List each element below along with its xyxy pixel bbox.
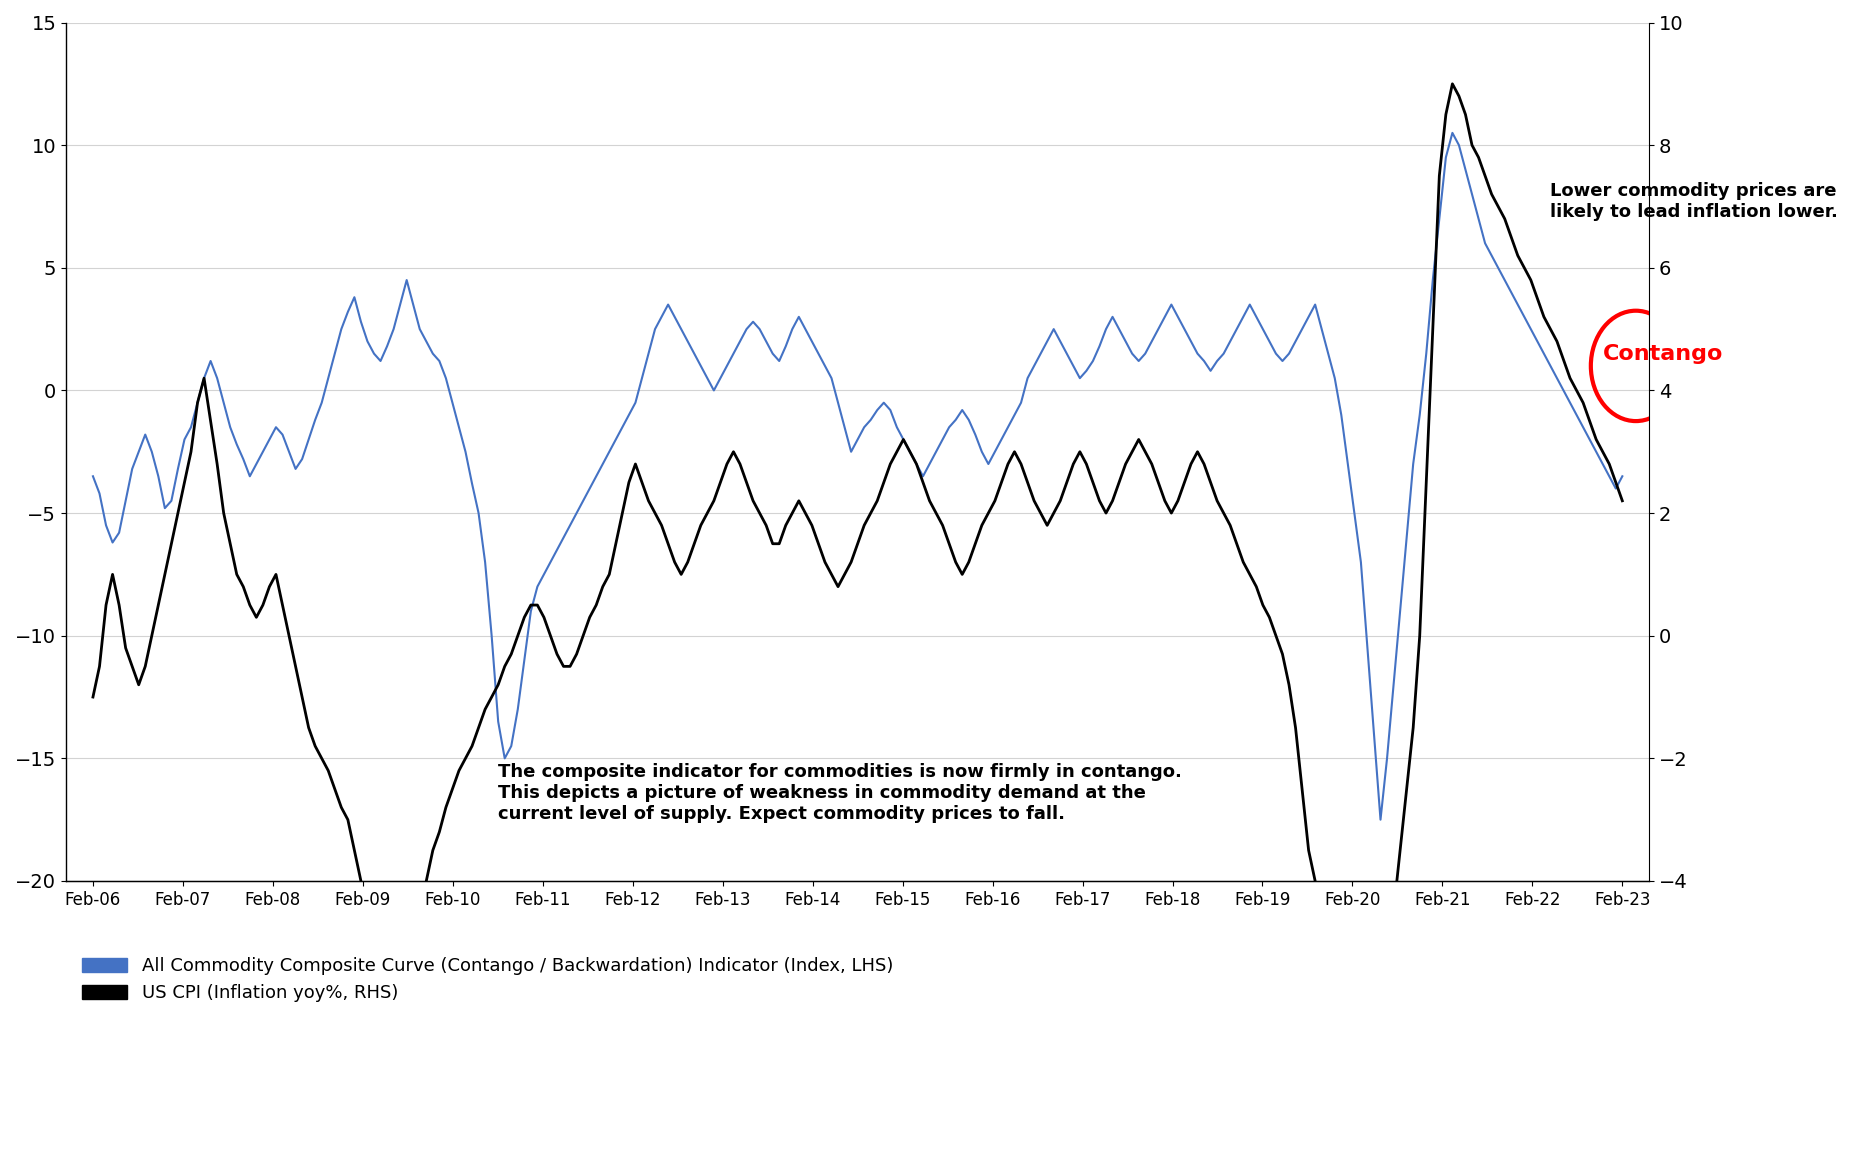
Text: Lower commodity prices are
likely to lead inflation lower.: Lower commodity prices are likely to lea…: [1551, 182, 1838, 220]
Text: The composite indicator for commodities is now firmly in contango.
This depicts : The composite indicator for commodities …: [497, 763, 1182, 823]
Legend: All Commodity Composite Curve (Contango / Backwardation) Indicator (Index, LHS),: All Commodity Composite Curve (Contango …: [74, 949, 901, 1009]
Text: Contango: Contango: [1603, 343, 1722, 363]
